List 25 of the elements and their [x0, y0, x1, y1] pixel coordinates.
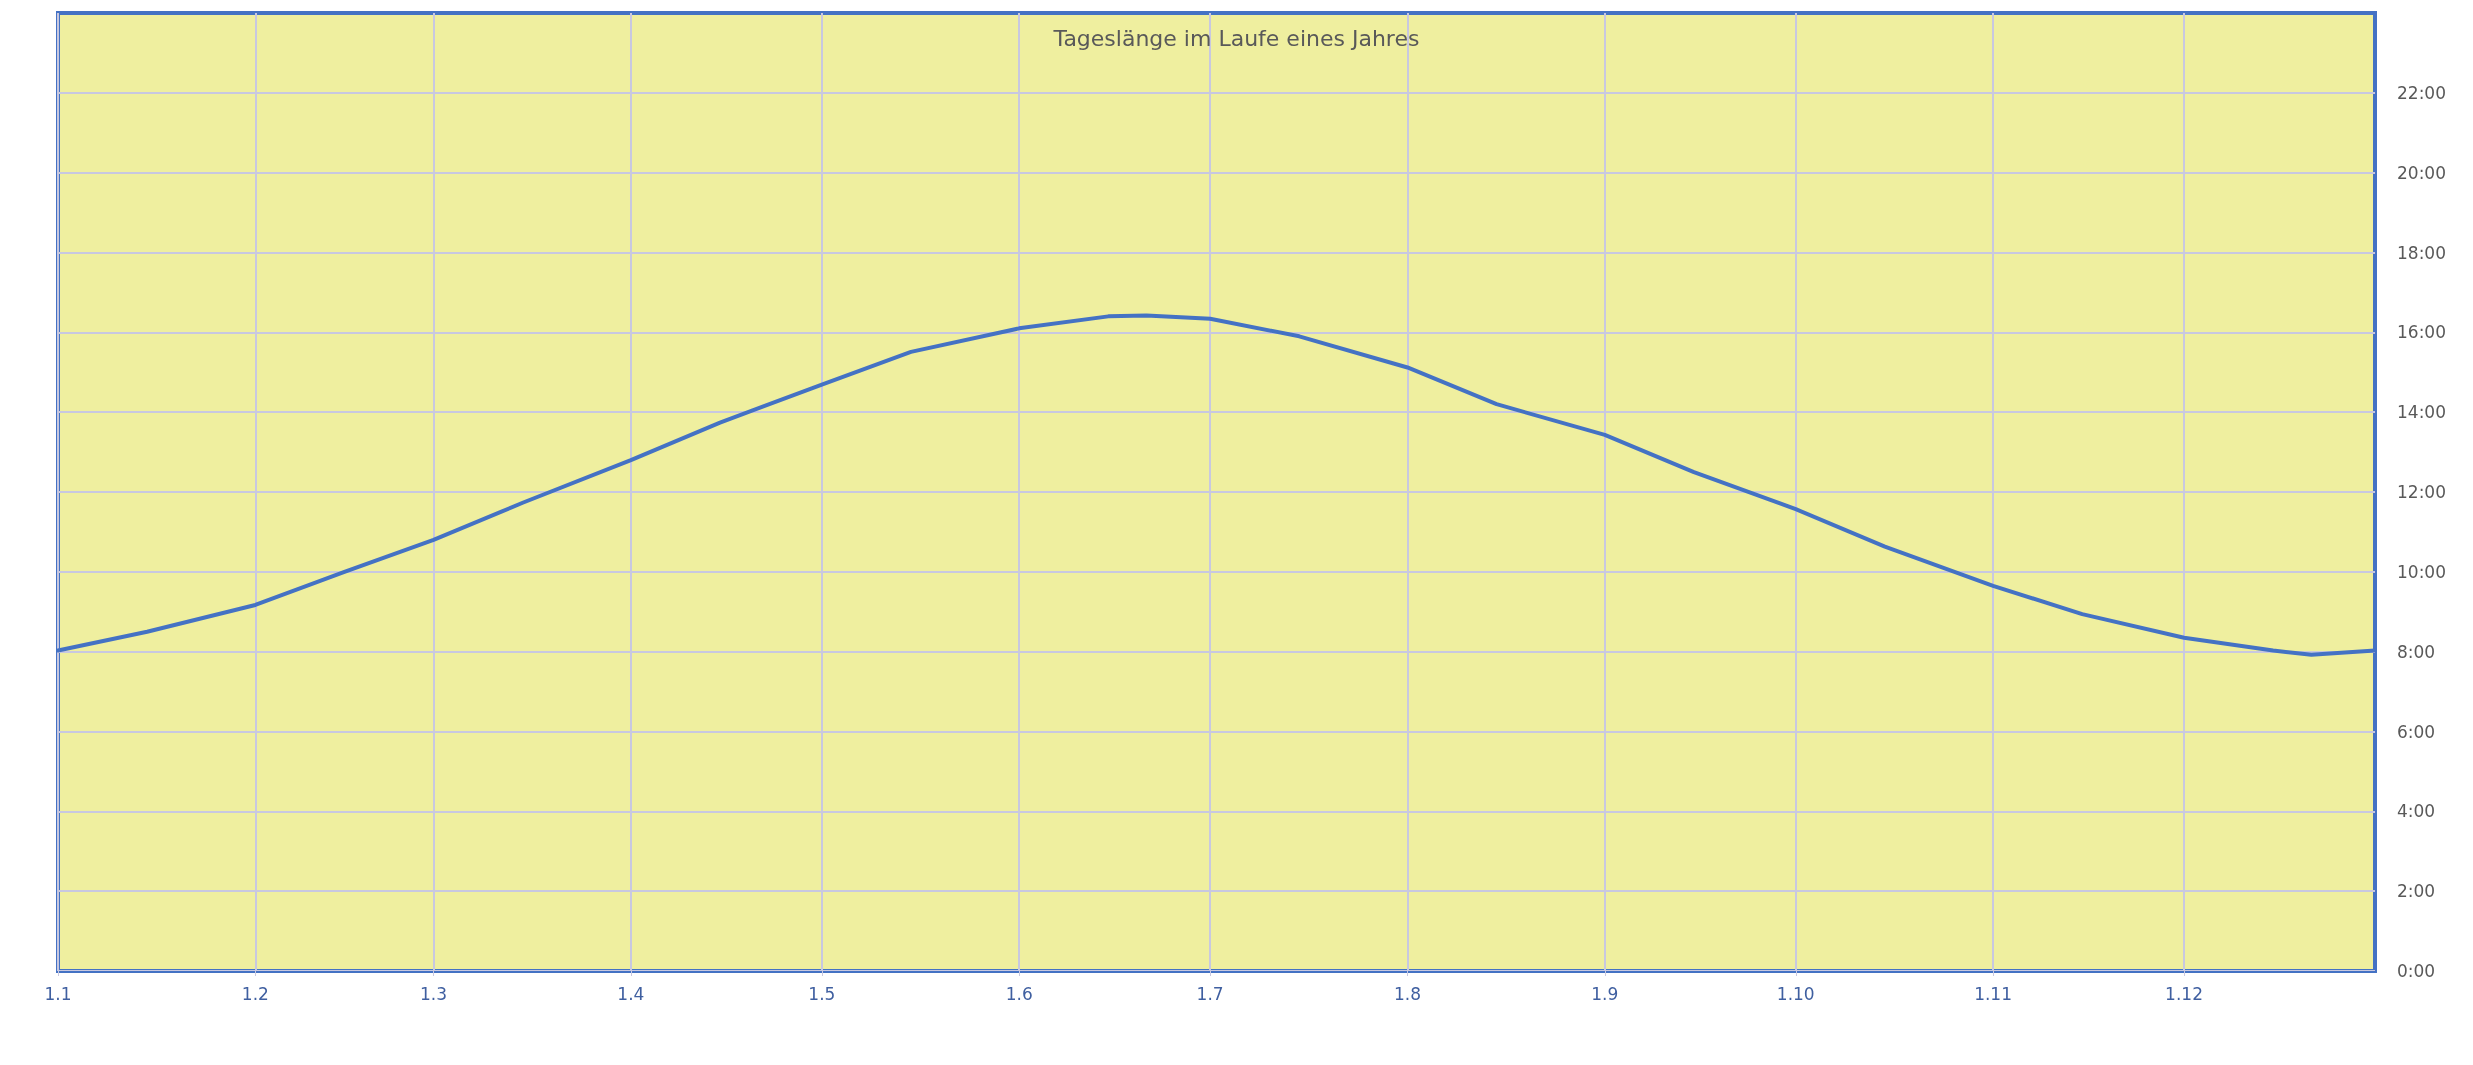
y-tick-label: 0:00	[2397, 961, 2436, 981]
x-tick-label: 1.2	[241, 983, 269, 1004]
x-tick-label: 1.9	[1591, 983, 1619, 1004]
x-tick-label: 1.4	[617, 983, 645, 1004]
y-tick-label: 4:00	[2397, 801, 2436, 822]
x-tick-label: 1.6	[1005, 983, 1033, 1004]
y-tick-label: 10:00	[2397, 561, 2446, 582]
y-tick-label: 2:00	[2397, 881, 2436, 902]
x-tick-label: 1.11	[1974, 983, 2013, 1004]
y-tick-label: 12:00	[2397, 482, 2446, 502]
x-tick-label: 1.8	[1393, 983, 1421, 1004]
y-tick-label: 16:00	[2397, 322, 2446, 343]
y-tick-label: 22:00	[2397, 82, 2446, 103]
text: Tageslänge im Laufe eines Jahres	[1052, 25, 1420, 51]
x-tick-label: 1.1	[44, 983, 72, 1004]
x-tick-label: 1.7	[1196, 983, 1224, 1004]
y-tick-label: 14:00	[2397, 402, 2446, 423]
x-tick-label: 1.10	[1776, 983, 1815, 1004]
x-tick-label: 1.12	[2165, 983, 2203, 1004]
y-tick-label: 8:00	[2397, 641, 2436, 662]
x-tick-label: 1.3	[420, 983, 448, 1004]
y-tick-label: 18:00	[2397, 242, 2446, 263]
y-tick-label: 20:00	[2397, 162, 2446, 183]
x-tick-label: 1.5	[808, 983, 836, 1004]
y-tick-label: 6:00	[2397, 721, 2436, 742]
